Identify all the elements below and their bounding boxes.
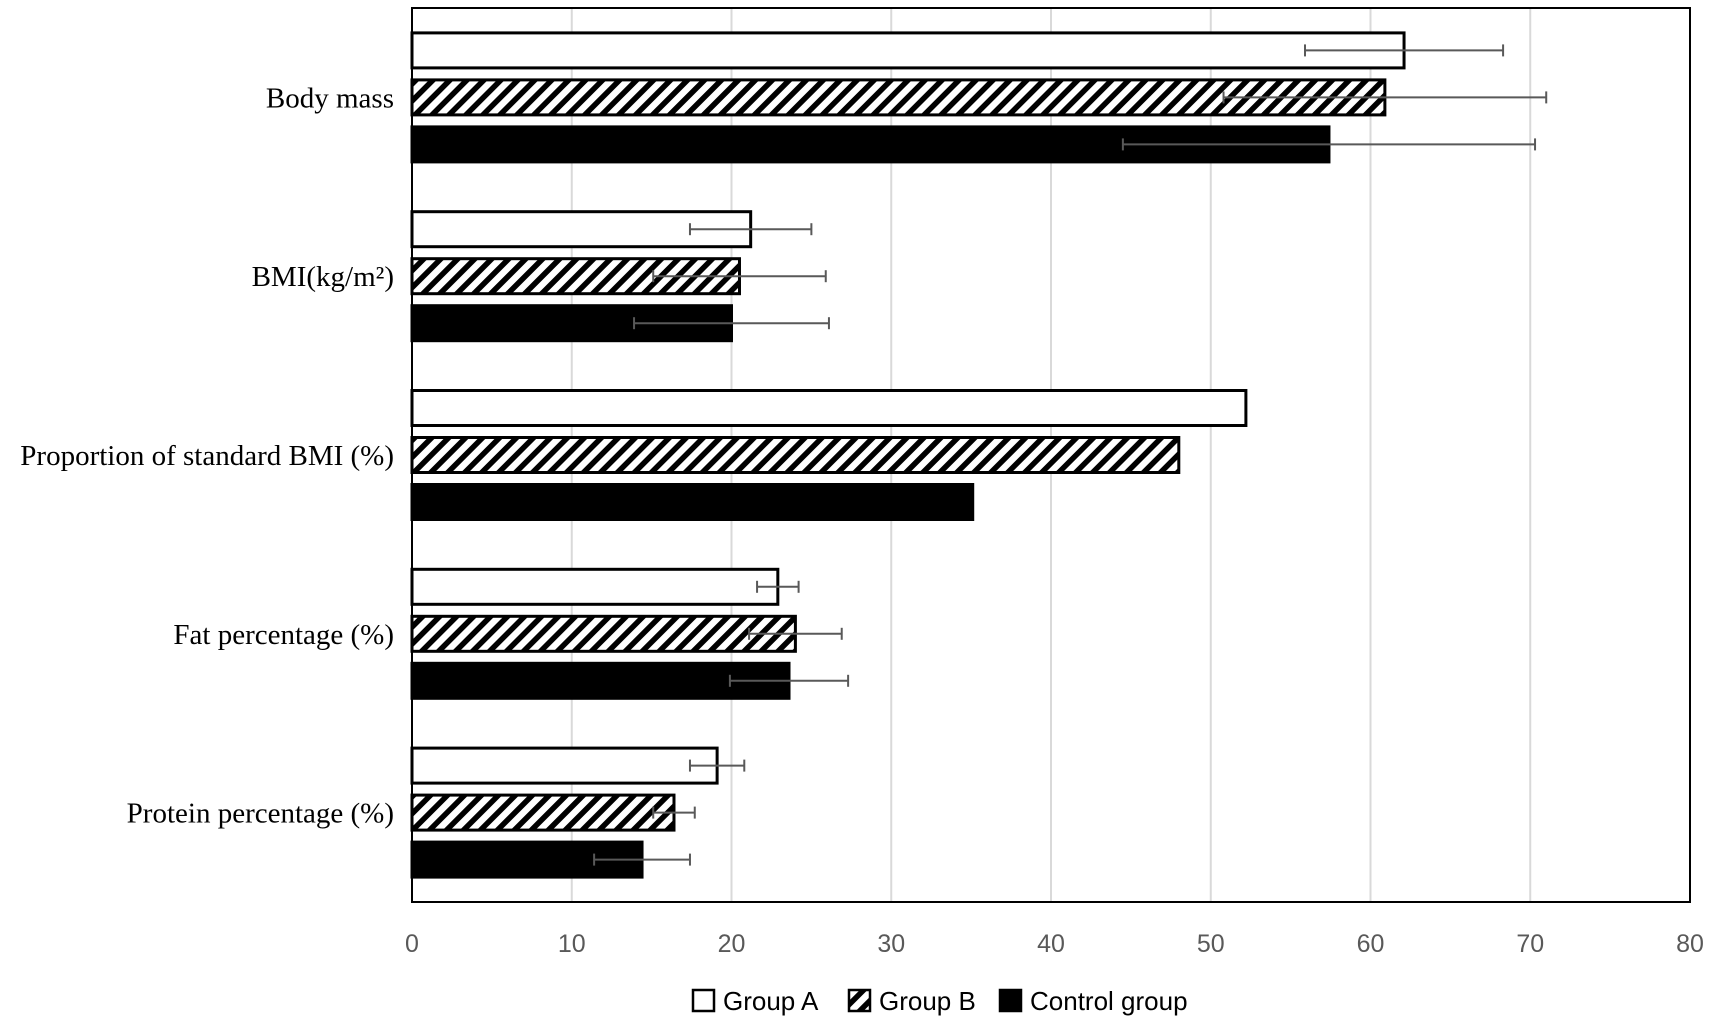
plot-area-border [411, 7, 1691, 903]
legend-item: Group A [691, 986, 819, 1016]
bars [410, 31, 1406, 879]
bar-group-b [410, 614, 797, 653]
error-bars [593, 44, 1548, 866]
bar-group-b [410, 793, 676, 832]
bar-group-a [410, 389, 1248, 427]
error-bar [748, 627, 843, 640]
legend-swatch [691, 988, 716, 1013]
x-axis-tick-labels: 0 10 20 30 40 50 60 70 80 [405, 930, 1704, 958]
x-tick-label: 0 [405, 930, 419, 958]
error-bar [1222, 91, 1548, 104]
legend-label: Control group [1030, 986, 1188, 1016]
category-label: Proportion of standard BMI (%) [20, 440, 394, 472]
x-tick-label: 10 [558, 930, 586, 958]
x-tick-label: 40 [1037, 930, 1065, 958]
category-label: BMI(kg/m²) [252, 261, 394, 293]
error-bar [756, 580, 800, 593]
legend-item: Control group [998, 986, 1188, 1016]
legend-item: Group B [847, 986, 976, 1016]
error-bar [688, 759, 746, 772]
category-label: Body mass [266, 82, 394, 114]
x-tick-label: 50 [1197, 930, 1225, 958]
x-tick-label: 20 [718, 930, 746, 958]
bar-control-group [410, 483, 975, 521]
legend-label: Group A [723, 986, 819, 1016]
bar-group-a [410, 746, 719, 785]
legend-swatch [847, 988, 872, 1013]
error-bar [1121, 138, 1537, 151]
bar-group-b [410, 436, 1181, 474]
error-bar [728, 674, 850, 687]
x-tick-label: 60 [1357, 930, 1385, 958]
category-label: Fat percentage (%) [173, 619, 394, 651]
category-labels: Body mass BMI(kg/m²) Proportion of standar… [20, 82, 394, 829]
error-bar [652, 806, 696, 819]
error-bar [688, 223, 813, 236]
legend: Group A Group B Control group [691, 986, 1188, 1016]
error-bar [593, 853, 691, 866]
error-bar [652, 270, 827, 283]
category-label: Protein percentage (%) [127, 798, 394, 830]
x-tick-label: 70 [1516, 930, 1544, 958]
legend-label: Group B [879, 986, 976, 1016]
error-bar [633, 317, 830, 330]
bar-group-a [410, 567, 780, 606]
x-tick-label: 30 [877, 930, 905, 958]
bar-control-group [410, 661, 791, 700]
x-tick-label: 80 [1676, 930, 1704, 958]
bar-group-a [410, 31, 1406, 70]
legend-swatch [998, 988, 1023, 1013]
error-bar [1304, 44, 1505, 57]
